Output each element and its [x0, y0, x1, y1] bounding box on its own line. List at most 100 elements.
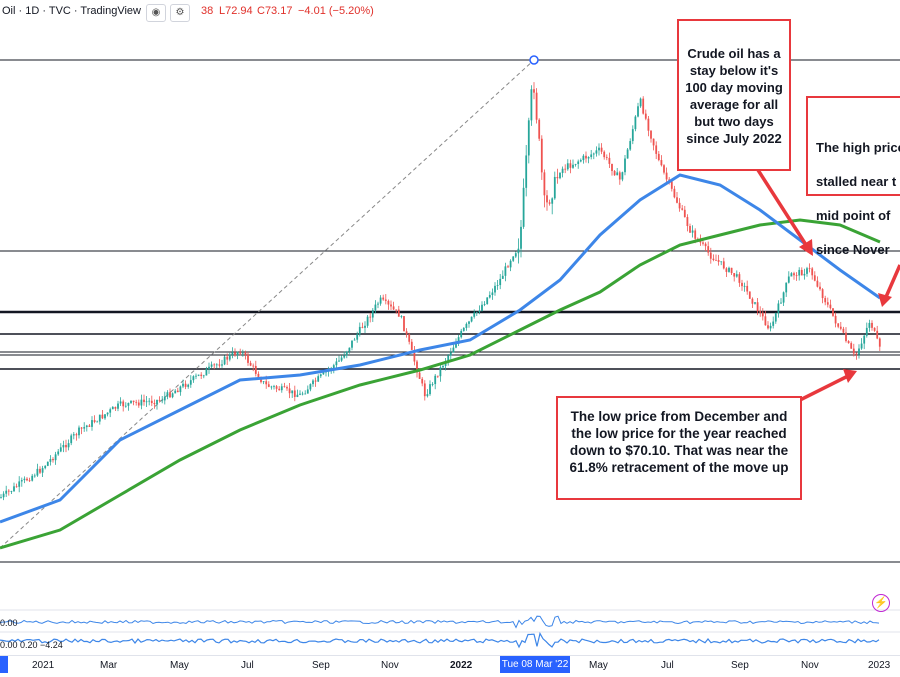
candle-body: [345, 351, 348, 356]
candle-body: [262, 381, 265, 383]
candle-body: [231, 352, 234, 355]
candle-body: [283, 386, 286, 388]
lightning-icon[interactable]: ⚡: [872, 594, 890, 612]
candle-body: [670, 181, 673, 189]
trend-line[interactable]: [0, 59, 535, 549]
candle-body: [80, 427, 83, 429]
candle-body: [312, 380, 314, 385]
candle-body: [85, 425, 88, 428]
candle-body: [774, 313, 777, 322]
eye-icon[interactable]: ◉: [146, 4, 166, 22]
candle-body: [829, 304, 832, 309]
candle-body: [7, 490, 10, 492]
candle-body: [2, 493, 5, 498]
candle-body: [174, 390, 177, 394]
candle-body: [735, 274, 738, 277]
candle-body: [309, 384, 312, 390]
candle-body: [223, 356, 226, 365]
candle-body: [215, 364, 218, 366]
candle-body: [629, 141, 632, 150]
candle-body: [59, 447, 62, 452]
candle-body: [397, 309, 400, 317]
candle-body: [832, 308, 834, 316]
candle-body: [111, 406, 114, 410]
candle-body: [322, 371, 325, 375]
candle-body: [564, 168, 567, 170]
candle-body: [611, 163, 613, 172]
candle-body: [156, 399, 158, 405]
candle-body: [522, 187, 525, 227]
candle-body: [171, 393, 174, 398]
candle-body: [865, 327, 868, 336]
candle-body: [176, 390, 179, 393]
candle-body: [122, 401, 125, 407]
candle-body: [75, 434, 78, 436]
candle-body: [210, 364, 213, 367]
candle-body: [93, 420, 96, 422]
gear-icon[interactable]: ⚙: [170, 4, 190, 22]
candle-body: [166, 392, 169, 397]
candle-body: [826, 302, 829, 305]
candle-body: [468, 321, 470, 324]
time-label: May: [589, 660, 608, 671]
candle-body: [23, 478, 26, 481]
ma100-line: [0, 173, 881, 524]
ohlc-partial: 38: [201, 5, 214, 17]
candle-body: [746, 285, 749, 292]
candle-body: [423, 383, 426, 397]
candle-body: [782, 292, 785, 303]
candle-body: [387, 300, 390, 305]
candle-body: [70, 435, 73, 444]
candle-body: [67, 443, 70, 448]
candle-body: [488, 294, 491, 298]
time-label: Nov: [801, 660, 819, 671]
candle-body: [572, 164, 574, 168]
candle-body: [104, 414, 106, 419]
candle-body: [751, 298, 754, 304]
candle-body: [720, 261, 723, 263]
candle-body: [491, 292, 494, 295]
candle-body: [530, 89, 533, 121]
candle-body: [351, 340, 353, 348]
trend-line-handle[interactable]: [529, 55, 539, 65]
candle-body: [267, 384, 270, 387]
candle-body: [10, 491, 13, 492]
candle-body: [239, 352, 242, 354]
candle-body: [806, 268, 808, 274]
high-price-annotation[interactable]: The high price stalled near t mid point …: [806, 96, 900, 257]
candle-body: [410, 341, 413, 350]
candle-body: [132, 400, 135, 402]
candle-body: [798, 269, 801, 276]
ohlc-low: L72.94: [219, 5, 253, 17]
time-label: 2023: [868, 660, 891, 671]
candle-body: [236, 352, 239, 356]
candle-body: [624, 158, 626, 173]
candle-body: [101, 414, 104, 419]
candle-body: [431, 384, 434, 385]
candle-body: [618, 172, 621, 180]
candle-body: [405, 331, 408, 335]
candle-body: [634, 116, 637, 130]
candle-body: [117, 403, 119, 409]
candle-body: [288, 388, 291, 394]
candle-body: [195, 375, 197, 377]
candle-body: [124, 405, 127, 407]
candle-body: [852, 348, 855, 354]
candle-body: [44, 465, 47, 469]
candle-body: [18, 481, 21, 487]
candle-body: [535, 92, 538, 120]
moving-average-annotation[interactable]: Crude oil has a stay below it's 100 day …: [677, 19, 791, 171]
candle-body: [702, 242, 704, 244]
time-label: Mar: [100, 660, 118, 671]
time-axis[interactable]: 2021 Mar May Jul Sep Nov 2022 May Jul Se…: [0, 655, 900, 677]
symbol-title[interactable]: Oil · 1D · TVC · TradingView: [2, 5, 141, 17]
candle-body: [538, 119, 541, 139]
candle-body: [811, 268, 814, 276]
crosshair-date-label: Tue 08 Mar '22: [500, 656, 570, 673]
candle-body: [358, 326, 361, 335]
candle-body: [434, 375, 437, 385]
low-price-annotation[interactable]: The low price from December and the low …: [556, 396, 802, 500]
candle-body: [208, 366, 210, 370]
candle-body: [382, 297, 385, 300]
